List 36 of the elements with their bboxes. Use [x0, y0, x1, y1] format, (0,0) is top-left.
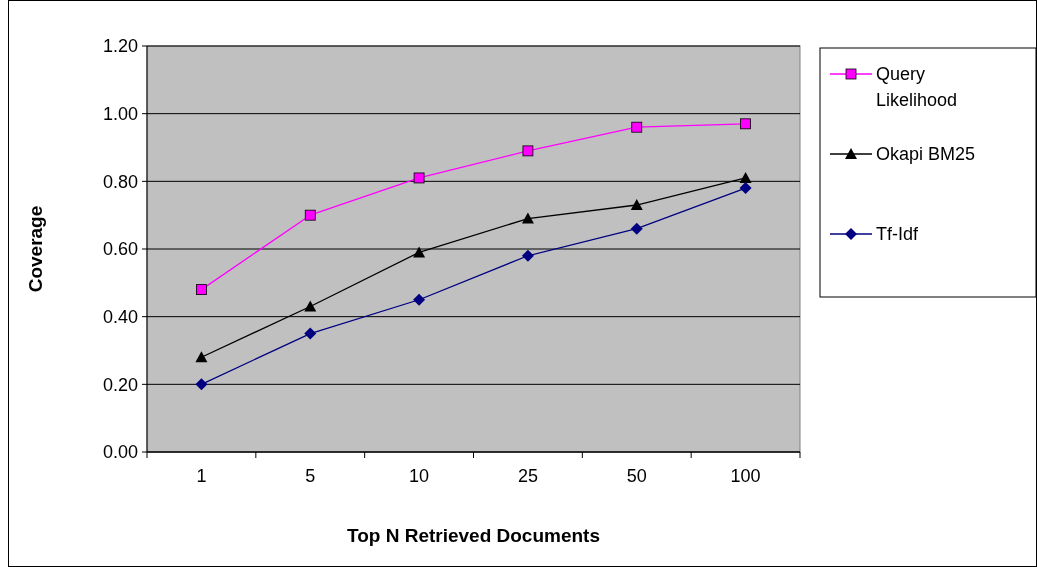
point	[521, 249, 534, 262]
point	[631, 121, 643, 133]
point	[739, 182, 752, 195]
point	[522, 145, 534, 157]
y-tick-label: 0.20	[102, 374, 138, 395]
point	[739, 171, 752, 183]
point	[304, 300, 317, 312]
point	[740, 118, 751, 130]
y-tick-label: 0.60	[102, 239, 138, 260]
point	[304, 209, 316, 221]
point	[304, 327, 317, 340]
x-tick-label: 5	[305, 466, 316, 486]
point	[413, 172, 425, 184]
point	[413, 293, 426, 306]
y-tick-label: 0.40	[102, 306, 138, 327]
legend-label: Query Likelihood	[876, 64, 958, 111]
point	[630, 222, 643, 235]
point	[196, 284, 207, 295]
x-tick-label: 25	[517, 466, 538, 486]
legend-label: Okapi BM25	[876, 144, 976, 165]
y-tick-label: 0.00	[102, 442, 138, 463]
point	[195, 351, 208, 363]
point	[630, 199, 643, 211]
point	[413, 246, 426, 258]
y-axis-title: Coverage	[25, 205, 46, 293]
y-tick-label: 1.20	[102, 36, 138, 57]
x-tick-label: 10	[409, 466, 430, 486]
y-tick-label: 0.80	[102, 171, 138, 192]
x-tick-label: 1	[196, 466, 207, 486]
point	[521, 212, 534, 224]
point	[195, 378, 208, 391]
x-tick-label: 50	[626, 466, 647, 486]
y-tick-label: 1.00	[102, 103, 138, 124]
legend-label: Tf-Idf	[876, 224, 919, 245]
x-axis-title: Top N Retrieved Documents	[346, 525, 601, 546]
x-tick-label: 100	[730, 466, 761, 486]
